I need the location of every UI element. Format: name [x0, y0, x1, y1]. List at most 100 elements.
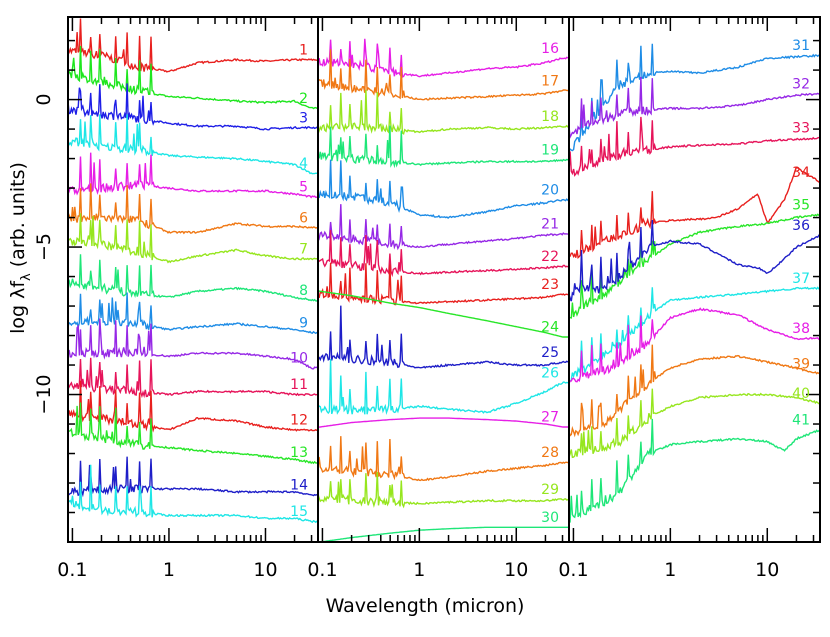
series-line-35 [568, 213, 820, 319]
series-label-7: 7 [299, 242, 308, 258]
series-line-17 [317, 49, 570, 101]
series-line-19 [317, 125, 570, 169]
x-axis-label: Wavelength (micron) [326, 595, 525, 617]
x-tick-label: 0.1 [558, 559, 588, 581]
series-line-7 [68, 213, 319, 264]
series-line-22 [317, 229, 570, 278]
series-label-37: 37 [792, 271, 810, 287]
series-line-24 [317, 290, 569, 338]
series-label-24: 24 [541, 320, 559, 336]
series-label-41: 41 [792, 413, 810, 429]
series-line-41 [568, 418, 820, 523]
y-axis-label: log λfλ (arb. units) [7, 162, 34, 334]
series-label-38: 38 [792, 321, 810, 337]
series-line-20 [317, 159, 570, 220]
series-line-14 [68, 456, 319, 498]
series-label-8: 8 [299, 283, 308, 299]
series-line-37 [568, 286, 820, 383]
series-label-23: 23 [541, 277, 559, 293]
series-line-13 [68, 402, 319, 465]
series-line-29 [317, 471, 570, 509]
y-tick-label: −10 [33, 374, 55, 414]
series-label-22: 22 [541, 249, 559, 265]
series-line-18 [317, 89, 570, 135]
series-label-21: 21 [541, 216, 559, 232]
series-line-8 [68, 254, 319, 302]
series-line-6 [68, 183, 319, 235]
series-line-23 [317, 262, 570, 306]
series-line-4 [68, 114, 319, 175]
series-label-34: 34 [792, 165, 810, 181]
series-lines [68, 18, 820, 542]
series-line-15 [68, 464, 319, 524]
series-label-39: 39 [792, 357, 810, 373]
series-line-38 [568, 307, 820, 384]
series-line-10 [68, 318, 319, 370]
axis-ticks [68, 17, 820, 543]
series-label-33: 33 [792, 121, 810, 137]
series-line-39 [568, 344, 820, 438]
series-label-18: 18 [541, 109, 559, 125]
x-tick-label: 10 [253, 559, 277, 581]
series-label-35: 35 [792, 197, 810, 213]
y-axis-label-main: log λf [7, 280, 29, 334]
series-label-2: 2 [299, 91, 308, 107]
series-line-28 [317, 436, 570, 482]
y-axis-label-tail: (arb. units) [7, 162, 29, 273]
series-label-17: 17 [541, 73, 559, 89]
series-line-1 [68, 18, 319, 73]
series-line-40 [568, 388, 820, 459]
series-label-6: 6 [299, 211, 308, 227]
series-line-30 [317, 526, 569, 542]
series-line-9 [68, 292, 319, 335]
series-line-31 [568, 43, 820, 152]
series-label-20: 20 [541, 183, 559, 199]
series-label-5: 5 [299, 180, 308, 196]
x-tick-label: 0.1 [57, 559, 87, 581]
series-label-30: 30 [541, 510, 559, 526]
x-tick-label: 0.1 [307, 559, 337, 581]
series-line-26 [317, 358, 570, 416]
series-label-4: 4 [299, 156, 308, 172]
series-label-14: 14 [290, 477, 308, 493]
series-line-27 [317, 417, 569, 428]
series-line-36 [568, 219, 820, 303]
series-line-34 [569, 166, 820, 260]
series-label-31: 31 [792, 38, 810, 54]
x-tick-label: 1 [664, 559, 676, 581]
series-label-16: 16 [541, 41, 559, 57]
series-label-27: 27 [541, 410, 559, 426]
series-line-32 [568, 76, 820, 140]
series-label-13: 13 [290, 445, 308, 461]
series-labels: 1234567891011121314151617181920212223242… [290, 38, 810, 526]
series-label-1: 1 [299, 42, 308, 58]
series-line-12 [68, 380, 319, 433]
y-axis-label-sub: λ [19, 273, 34, 281]
y-tick-label: 0 [33, 94, 55, 106]
series-label-10: 10 [290, 351, 308, 367]
series-label-29: 29 [541, 482, 559, 498]
series-label-11: 11 [290, 377, 308, 393]
series-line-5 [68, 152, 319, 199]
y-tick-label: −5 [33, 233, 55, 261]
series-label-26: 26 [541, 365, 559, 381]
plot-frame [67, 16, 821, 543]
series-label-36: 36 [792, 218, 810, 234]
series-line-33 [568, 116, 820, 177]
series-label-9: 9 [299, 315, 308, 331]
frame-box [67, 16, 821, 543]
series-line-21 [317, 204, 570, 251]
series-label-28: 28 [541, 445, 559, 461]
series-label-40: 40 [792, 386, 810, 402]
x-tick-label: 1 [413, 559, 425, 581]
series-line-25 [317, 305, 570, 369]
series-line-3 [68, 83, 319, 131]
series-line-2 [68, 45, 319, 110]
series-label-25: 25 [541, 345, 559, 361]
series-label-3: 3 [299, 110, 308, 126]
series-line-11 [68, 357, 319, 399]
series-label-12: 12 [290, 413, 308, 429]
series-line-16 [317, 38, 570, 79]
